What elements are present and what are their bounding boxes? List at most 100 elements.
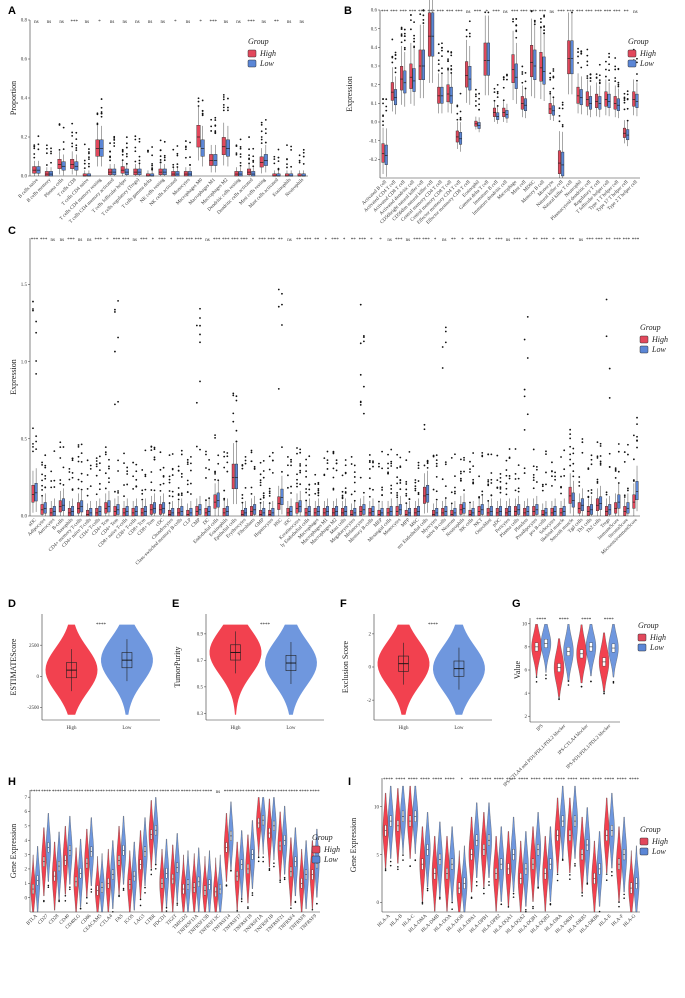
outlier-point (260, 138, 263, 141)
outlier-point (574, 865, 576, 867)
box-high (95, 508, 99, 517)
box-high (49, 508, 53, 517)
outlier-point (104, 487, 107, 490)
significance-label: **** (73, 790, 84, 795)
outlier-point (627, 489, 629, 492)
outlier-point (441, 346, 444, 348)
outlier-point (372, 465, 374, 468)
outlier-point (41, 479, 43, 482)
outlier-point (549, 902, 552, 905)
significance-label: ** (351, 238, 357, 243)
box-high (511, 54, 515, 83)
outlier-point (88, 165, 90, 168)
outlier-point (599, 455, 602, 457)
outlier-point (623, 893, 625, 896)
outlier-point (311, 908, 314, 911)
outlier-point (596, 457, 599, 459)
y-tick-label: 7 (25, 796, 28, 801)
outlier-point (586, 60, 589, 63)
outlier-point (287, 464, 289, 467)
outlier-point (308, 494, 311, 496)
significance-label: ns (123, 20, 128, 25)
outlier-point (210, 130, 213, 132)
significance-label: **** (506, 778, 517, 783)
outlier-point (490, 478, 493, 481)
outlier-point (611, 874, 613, 877)
violin-high (628, 850, 635, 913)
significance-label: *** (541, 238, 549, 243)
significance-label: * (379, 238, 382, 243)
box-low (316, 506, 320, 516)
outlier-point (83, 162, 86, 165)
outlier-point (435, 462, 438, 465)
outlier-point (262, 459, 265, 462)
outlier-point (281, 324, 283, 326)
outlier-point (417, 461, 420, 464)
outlier-point (186, 458, 189, 461)
outlier-point (417, 491, 420, 494)
outlier-point (113, 145, 116, 147)
outlier-point (499, 473, 502, 475)
outlier-point (437, 52, 440, 54)
outlier-point (552, 87, 555, 90)
outlier-point (561, 101, 564, 104)
box-low (617, 494, 621, 509)
outlier-point (95, 474, 98, 477)
outlier-point (308, 483, 311, 486)
outlier-point (125, 146, 128, 149)
outlier-point (80, 443, 83, 446)
outlier-point (605, 873, 608, 875)
box-low (238, 171, 243, 177)
outlier-point (405, 494, 408, 497)
outlier-point (201, 114, 204, 117)
box-high (576, 86, 580, 104)
outlier-point (580, 685, 583, 688)
outlier-point (75, 149, 78, 152)
outlier-point (305, 475, 308, 478)
outlier-point (387, 462, 389, 465)
significance-label: *** (176, 238, 184, 243)
outlier-point (163, 140, 166, 143)
significance-label: *** (455, 10, 463, 15)
significance-label: *** (492, 10, 500, 15)
y-tick-label: 0.3 (197, 712, 204, 717)
outlier-point (144, 449, 147, 452)
outlier-point (396, 491, 399, 494)
outlier-point (506, 74, 508, 77)
outlier-point (567, 684, 570, 686)
y-tick-label: 0.6 (21, 58, 28, 63)
box-low (389, 506, 393, 516)
box-low (43, 502, 47, 514)
outlier-point (195, 324, 198, 327)
y-tick-label: 0.0 (21, 175, 28, 180)
outlier-point (391, 56, 394, 59)
outlier-point (382, 124, 384, 126)
outlier-point (199, 341, 201, 344)
outlier-point (394, 54, 397, 56)
outlier-point (437, 69, 440, 72)
outlier-point (577, 55, 579, 58)
significance-label: *** (427, 10, 435, 15)
outlier-point (190, 493, 192, 495)
outlier-point (603, 692, 605, 695)
box-low (244, 508, 248, 517)
outlier-point (210, 118, 213, 121)
outlier-point (88, 162, 90, 165)
outlier-point (252, 161, 255, 163)
outlier-point (421, 901, 424, 904)
y-tick-label: 0.8 (21, 19, 28, 24)
outlier-point (100, 98, 103, 100)
outlier-point (123, 462, 125, 465)
outlier-point (214, 116, 217, 119)
outlier-point (335, 459, 338, 462)
outlier-point (35, 320, 38, 323)
legend-title: Group (640, 323, 661, 332)
x-tick-label: CMP (191, 518, 202, 529)
outlier-point (98, 455, 101, 458)
outlier-point (400, 41, 403, 44)
outlier-point (614, 65, 617, 68)
box-high (437, 86, 441, 104)
box-high (390, 82, 394, 101)
outlier-point (279, 881, 281, 883)
outlier-point (447, 60, 449, 63)
